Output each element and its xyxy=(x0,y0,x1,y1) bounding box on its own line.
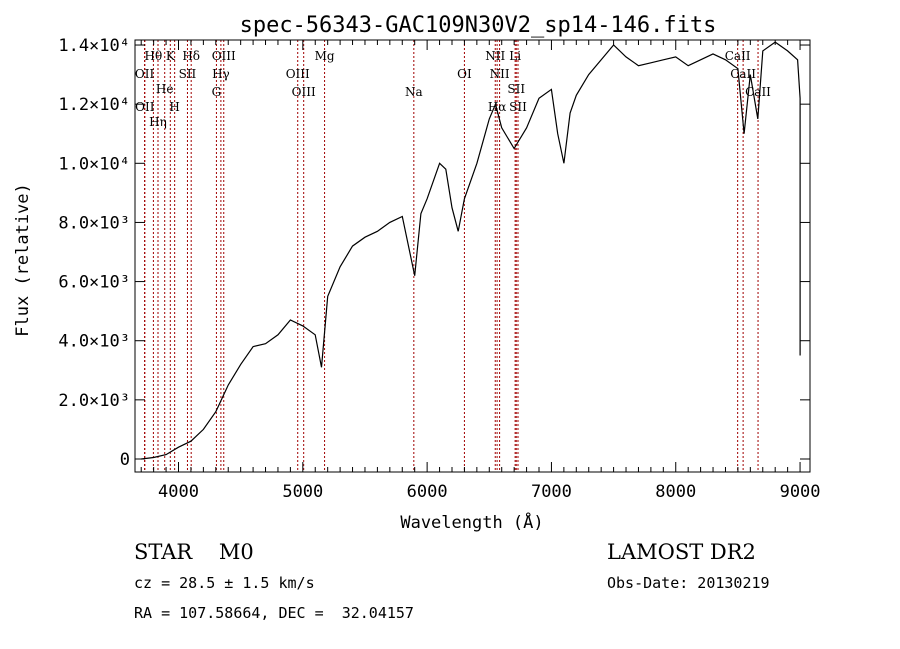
line-label: CaII xyxy=(745,85,771,99)
line-label: CaII xyxy=(725,49,751,63)
x-tick-label: 6000 xyxy=(407,482,448,502)
line-label: Na xyxy=(405,85,423,99)
plot-frame xyxy=(134,39,811,473)
y-tick-label: 1.0×10⁴ xyxy=(58,154,130,174)
line-label: K xyxy=(166,49,176,63)
line-label: SII xyxy=(507,82,525,96)
line-label: OI xyxy=(457,67,472,81)
line-label: G xyxy=(212,85,222,99)
y-tick-label: 0 xyxy=(120,450,130,470)
object-class: STAR M0 xyxy=(134,540,254,564)
y-tick-label: 1.2×10⁴ xyxy=(58,95,130,115)
spectrum-chart: spec-56343-GAC109N30V2_sp14-146.fits Wav… xyxy=(13,13,821,533)
x-axis-label: Wavelength (Å) xyxy=(400,511,543,533)
line-label: Hη xyxy=(149,115,167,129)
line-label: OIII xyxy=(292,85,316,99)
line-label: Li xyxy=(509,49,521,63)
line-label: OII xyxy=(135,67,155,81)
x-tick-label: 9000 xyxy=(780,482,821,502)
survey-name: LAMOST DR2 xyxy=(607,540,756,564)
line-label: Hθ xyxy=(145,49,163,63)
y-tick-label: 1.4×10⁴ xyxy=(58,36,130,56)
spectrum-line xyxy=(141,41,801,460)
line-label: OII xyxy=(135,100,155,114)
line-label: Hδ xyxy=(182,49,200,63)
ra-dec: RA = 107.58664, DEC = 32.04157 xyxy=(134,604,414,622)
line-label: Hα xyxy=(488,100,507,114)
x-tick-label: 5000 xyxy=(282,482,323,502)
line-label: He xyxy=(156,82,174,96)
y-tick-label: 4.0×10³ xyxy=(58,332,130,352)
line-label: Hγ xyxy=(212,67,230,81)
x-tick-label: 7000 xyxy=(531,482,572,502)
x-tick-label: 4000 xyxy=(158,482,199,502)
obs-date: Obs-Date: 20130219 xyxy=(607,574,770,592)
redshift-cz: cz = 28.5 ± 1.5 km/s xyxy=(134,574,315,592)
line-label: OIII xyxy=(212,49,236,63)
line-label: OIII xyxy=(286,67,310,81)
line-label: CaII xyxy=(730,67,756,81)
x-tick-label: 8000 xyxy=(655,482,696,502)
line-label: Mg xyxy=(315,49,335,63)
y-tick-label: 8.0×10³ xyxy=(58,213,130,233)
chart-title: spec-56343-GAC109N30V2_sp14-146.fits xyxy=(240,13,717,38)
y-tick-label: 6.0×10³ xyxy=(58,273,130,293)
line-label: NII xyxy=(485,49,505,63)
line-label: H xyxy=(169,100,179,114)
y-tick-label: 2.0×10³ xyxy=(58,391,130,411)
line-label: NII xyxy=(490,67,510,81)
line-label: SII xyxy=(509,100,527,114)
y-axis-label: Flux (relative) xyxy=(13,183,33,337)
line-label: SII xyxy=(179,67,197,81)
